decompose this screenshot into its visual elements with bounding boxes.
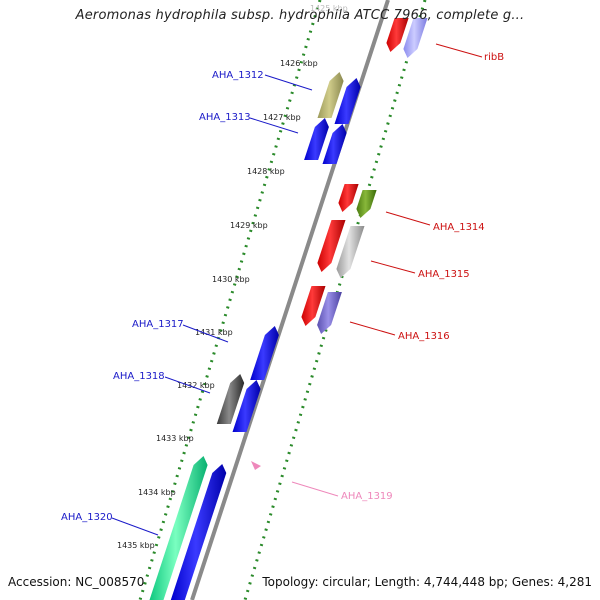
AHA_1320b-arrow[interactable] [170, 464, 227, 600]
AHA_1313b-arrow[interactable] [322, 124, 347, 164]
gene-arrows [149, 18, 428, 600]
ruler-label-1425: 1425 kbp [310, 4, 348, 13]
AHA_1316-arrow[interactable] [301, 286, 326, 326]
gene-labels: ribB AHA_1312 AHA_1313 AHA_1314 AHA_1315… [61, 52, 504, 523]
gene-label-AHA_1312[interactable]: AHA_1312 [212, 70, 264, 81]
ruler-label-1434: 1434 kbp [138, 488, 176, 497]
gene-label-AHA_1319[interactable]: AHA_1319 [341, 491, 393, 502]
ruler-label-1429: 1429 kbp [230, 221, 268, 230]
gene-label-AHA_1317[interactable]: AHA_1317 [132, 319, 184, 330]
ribB-arrow[interactable] [386, 18, 409, 52]
gene-label-AHA_1315[interactable]: AHA_1315 [418, 269, 470, 280]
AHA_1312-arrow[interactable] [317, 72, 344, 118]
ruler-line-left [138, 0, 322, 600]
AHA_1319-arrow[interactable] [251, 461, 261, 470]
AHA_1320-arrow[interactable] [149, 456, 208, 600]
ruler-label-1435: 1435 kbp [117, 541, 155, 550]
leader-AHA_1317 [182, 324, 229, 343]
ruler-labels: 1425 kbp 1426 kbp 1427 kbp 1428 kbp 1429… [117, 4, 348, 550]
ruler-label-1431: 1431 kbp [195, 328, 233, 337]
leader-AHA_1315 [370, 260, 416, 274]
AHA_1313-arrow[interactable] [304, 118, 329, 160]
leader-AHA_1318 [164, 376, 211, 394]
AHA_1312b-arrow[interactable] [334, 78, 361, 124]
AHA_1315b-arrow[interactable] [336, 226, 365, 278]
AHA_1317-arrow[interactable] [250, 326, 279, 380]
ruler-label-1432: 1432 kbp [177, 381, 215, 390]
leader-AHA_1312 [264, 74, 313, 91]
leader-ribB [435, 43, 483, 58]
AHA_1314b-arrow[interactable] [356, 190, 377, 218]
AHA_1316b-arrow[interactable] [317, 292, 342, 334]
ruler-label-1428: 1428 kbp [247, 167, 285, 176]
accession-label: Accession: NC_008570 [8, 575, 145, 589]
ruler-label-1426: 1426 kbp [280, 59, 318, 68]
gene-label-AHA_1313[interactable]: AHA_1313 [199, 112, 251, 123]
AHA_1314-arrow[interactable] [338, 184, 359, 212]
leader-AHA_1314 [385, 211, 431, 226]
gene-label-AHA_1320[interactable]: AHA_1320 [61, 512, 113, 523]
ruler-label-1433: 1433 kbp [156, 434, 194, 443]
leader-AHA_1319 [291, 481, 339, 497]
AHA_1318-arrow[interactable] [216, 374, 245, 424]
ruler-label-1430: 1430 kbp [212, 275, 250, 284]
leader-AHA_1313 [249, 117, 299, 134]
gene-label-AHA_1316[interactable]: AHA_1316 [398, 331, 450, 342]
leader-AHA_1320 [111, 517, 159, 536]
gene-lightblue[interactable] [403, 18, 428, 58]
ruler-label-1427: 1427 kbp [263, 113, 301, 122]
gene-label-AHA_1318[interactable]: AHA_1318 [113, 371, 165, 382]
gene-label-leaders [111, 43, 483, 536]
AHA_1315-arrow[interactable] [317, 220, 346, 272]
leader-AHA_1316 [349, 321, 396, 336]
gene-label-AHA_1314[interactable]: AHA_1314 [433, 222, 485, 233]
AHA_1318b-arrow[interactable] [232, 380, 261, 432]
genome-summary: Topology: circular; Length: 4,744,448 bp… [262, 575, 592, 589]
gene-label-ribB[interactable]: ribB [484, 52, 504, 63]
map-title: Aeromonas hydrophila subsp. hydrophila A… [75, 8, 525, 23]
